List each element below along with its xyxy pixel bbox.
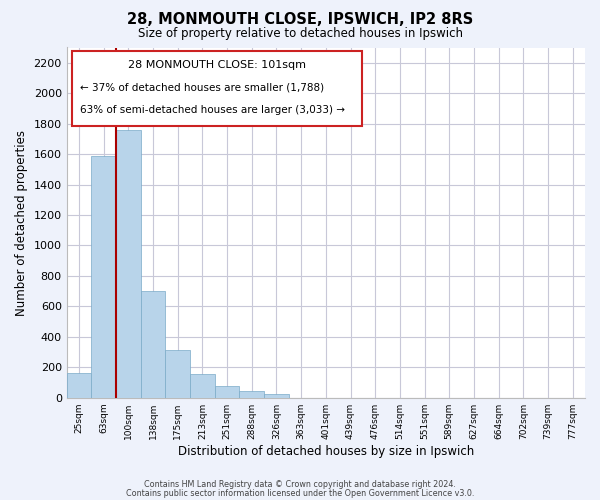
Text: Contains HM Land Registry data © Crown copyright and database right 2024.: Contains HM Land Registry data © Crown c… [144, 480, 456, 489]
Bar [116, 130, 141, 398]
X-axis label: Distribution of detached houses by size in Ipswich: Distribution of detached houses by size … [178, 444, 474, 458]
Bar [190, 374, 215, 398]
Text: 28, MONMOUTH CLOSE, IPSWICH, IP2 8RS: 28, MONMOUTH CLOSE, IPSWICH, IP2 8RS [127, 12, 473, 28]
Bar [91, 156, 116, 398]
Bar [141, 291, 166, 398]
FancyBboxPatch shape [72, 51, 362, 127]
Y-axis label: Number of detached properties: Number of detached properties [15, 130, 28, 316]
Text: 28 MONMOUTH CLOSE: 101sqm: 28 MONMOUTH CLOSE: 101sqm [128, 60, 306, 70]
Text: Contains public sector information licensed under the Open Government Licence v3: Contains public sector information licen… [126, 489, 474, 498]
Text: Size of property relative to detached houses in Ipswich: Size of property relative to detached ho… [137, 28, 463, 40]
Bar [67, 374, 91, 398]
Text: 63% of semi-detached houses are larger (3,033) →: 63% of semi-detached houses are larger (… [80, 106, 344, 116]
Bar [215, 386, 239, 398]
Text: ← 37% of detached houses are smaller (1,788): ← 37% of detached houses are smaller (1,… [80, 82, 324, 92]
Bar [166, 350, 190, 398]
Bar [239, 391, 264, 398]
Bar [264, 394, 289, 398]
